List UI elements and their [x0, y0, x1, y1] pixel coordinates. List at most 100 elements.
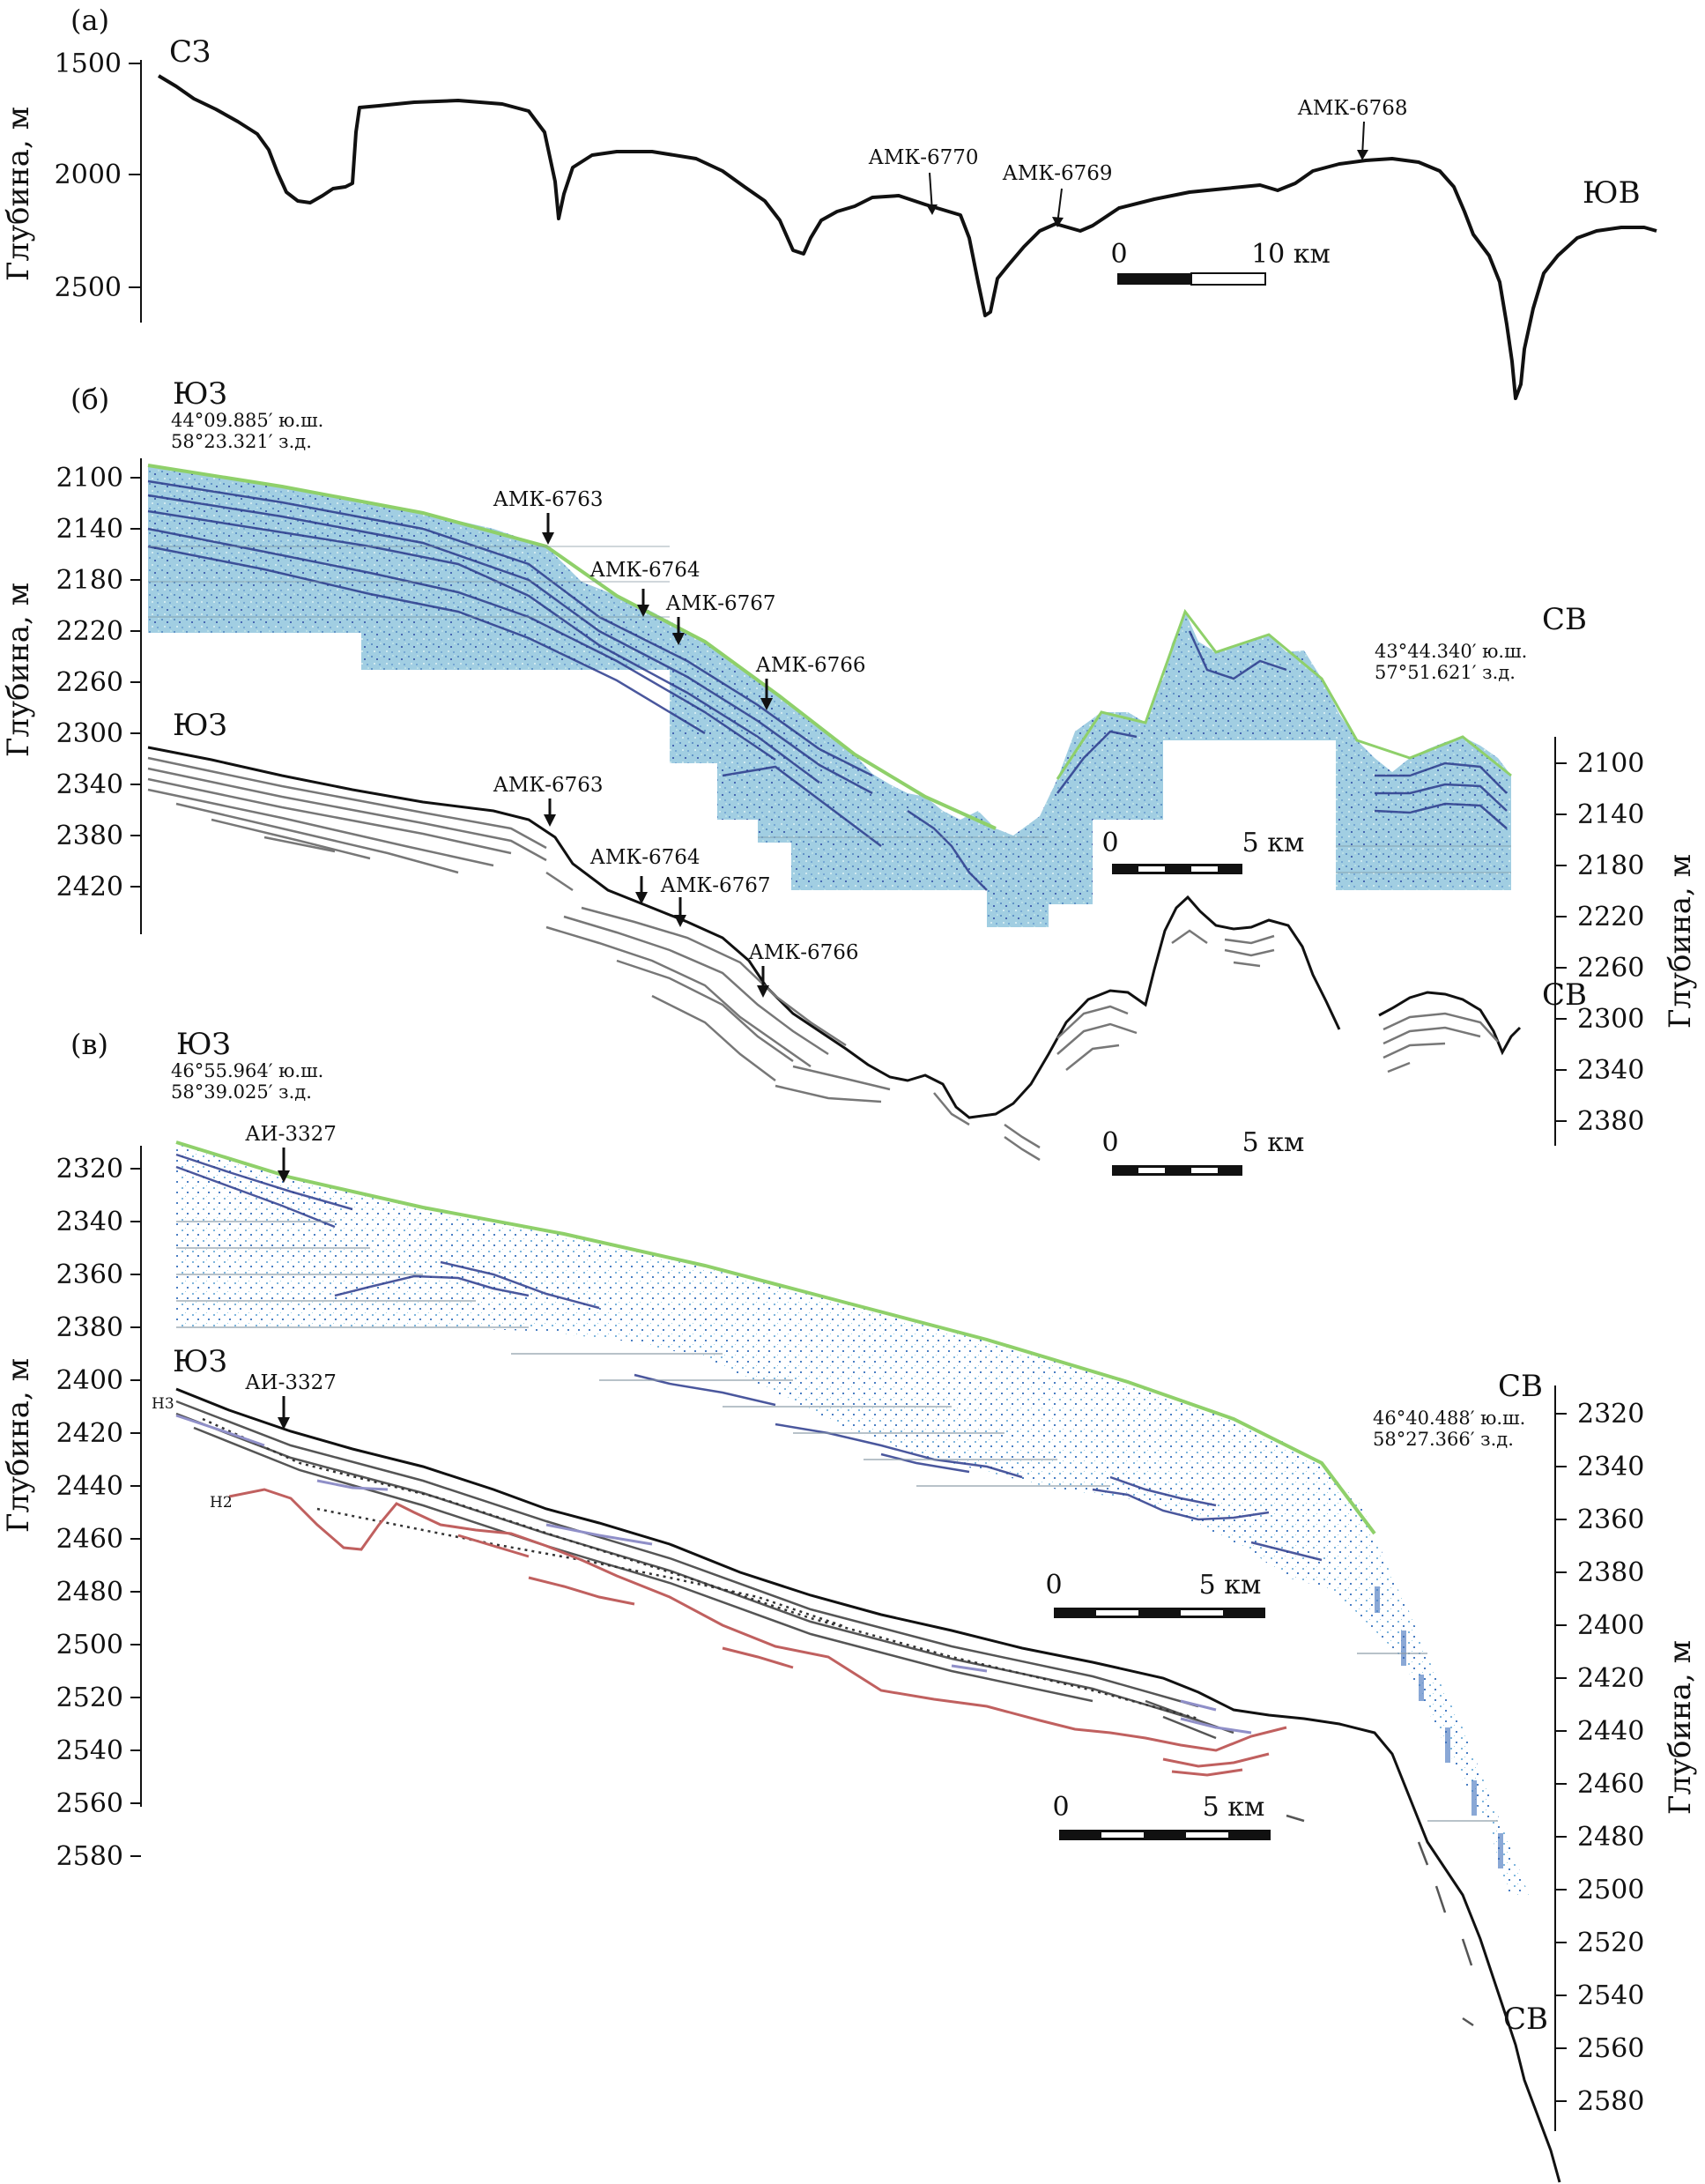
panel-a-dir-right: ЮВ	[1583, 175, 1641, 211]
panel-b-scale-top-start: 0	[1101, 828, 1118, 858]
panel-b-right-ticklabel-4: 2260	[1577, 953, 1644, 984]
panel-c-right-ticklabel-9: 2500	[1577, 1875, 1644, 1905]
panel-b-dir-top-right: СВ	[1542, 602, 1587, 637]
panel-b-station-6767-bottom: АМК-6767	[660, 874, 770, 897]
panel-c-dir-bottom-left: ЮЗ	[173, 1344, 227, 1379]
panel-c-scale-bar-bottom: 0 5 км	[1052, 1792, 1271, 1840]
panel-b-dir-bottom-left: ЮЗ	[173, 708, 227, 743]
panel-c-left-ticklabel-5: 2420	[56, 1418, 123, 1449]
panel-b-right-ticklabel-3: 2220	[1577, 902, 1644, 932]
panel-c-coord-right-lat: 46°40.488′ ю.ш.	[1373, 1408, 1525, 1429]
panel-b-scale-bottom-start: 0	[1101, 1127, 1118, 1158]
panel-c-letter: (в)	[70, 1028, 108, 1061]
panel-c: (в) ЮЗ 46°55.964′ ю.ш. 58°39.025′ з.д. Г…	[1, 1027, 1698, 2183]
panel-b-scale-top-end: 5 км	[1242, 828, 1305, 858]
panel-c-right-ticklabel-8: 2480	[1577, 1822, 1644, 1853]
panel-c-right-ticklabel-0: 2320	[1577, 1399, 1644, 1430]
panel-c-left-ticklabel-6: 2440	[56, 1471, 123, 1502]
panel-c-left-ticklabel-4: 2400	[56, 1365, 123, 1396]
station-label-amk-6769: АМК-6769	[1002, 162, 1112, 185]
station-label-amk-6770: АМК-6770	[868, 146, 978, 169]
panel-c-scale-top-start: 0	[1045, 1570, 1062, 1601]
panel-b-station-6763-bottom: АМК-6763	[493, 774, 603, 797]
panel-c-coord-left-lat: 46°55.964′ ю.ш.	[171, 1060, 323, 1081]
panel-c-coord-right-lon: 58°27.366′ з.д.	[1373, 1429, 1514, 1450]
panel-c-h3-horizon	[175, 1414, 1252, 1735]
panel-b-seafloor-green-1	[147, 464, 997, 830]
panel-b-right-ticklabel-7: 2380	[1577, 1106, 1644, 1137]
panel-c-right-ticklabel-5: 2420	[1577, 1663, 1644, 1694]
panel-c-right-ticklabel-10: 2520	[1577, 1928, 1644, 1958]
panel-c-right-ticklabel-3: 2380	[1577, 1557, 1644, 1588]
station-arrowhead-amk-6770	[926, 204, 938, 215]
panel-c-right-ticklabel-11: 2540	[1577, 1980, 1644, 2011]
panel-c-ylabel-left: Глубина, м	[1, 1358, 36, 1533]
panel-c-reflectors	[175, 1153, 1323, 1562]
panel-c-right-ticks	[1555, 1413, 1567, 2102]
panel-b-station-6766-bottom: АМК-6766	[748, 941, 858, 964]
panel-a-ticklabel-2000: 2000	[55, 160, 122, 190]
panel-b-right-ticklabel-1: 2140	[1577, 799, 1644, 830]
panel-a-dir-left: СЗ	[169, 34, 211, 70]
panel-b-interp-seafloor	[147, 746, 1341, 1119]
panel-c-right-ticklabel-7: 2460	[1577, 1769, 1644, 1800]
panel-c-right-ticklabel-12: 2560	[1577, 2033, 1644, 2064]
panel-b-seismic-section	[147, 464, 1512, 927]
panel-c-station-top-label: АИ-3327	[245, 1123, 337, 1146]
panel-b-left-ticklabel-6: 2340	[56, 769, 123, 800]
panel-c-left-ticklabel-13: 2580	[56, 1841, 123, 1872]
panel-c-steep-slope-scatter	[1375, 1586, 1503, 1868]
panel-c-scale-bottom-start: 0	[1052, 1792, 1069, 1823]
panel-b-interp-stations: АМК-6763 АМК-6764 АМК-6767 АМК-6766	[493, 774, 859, 998]
panel-b-left-ticklabel-8: 2420	[56, 872, 123, 903]
panel-c-seismic-gridlines	[176, 1221, 1498, 1822]
panel-c-station-bottom-arrow	[278, 1396, 290, 1430]
panel-b-left-ticklabel-0: 2100	[56, 463, 123, 494]
panel-a-scale-black	[1117, 273, 1191, 285]
panel-b-station-6767-top: АМК-6767	[665, 592, 775, 615]
panel-c-left-ticklabel-9: 2500	[56, 1630, 123, 1660]
panel-a-ticklabel-1500: 1500	[55, 48, 122, 79]
station-arrowhead-amk-6769	[1052, 217, 1064, 227]
panel-c-left-ticklabel-8: 2480	[56, 1577, 123, 1608]
panel-c-left-ticklabel-10: 2520	[56, 1683, 123, 1713]
panel-c-seafloor-green	[175, 1140, 1376, 1535]
panel-c-dir-top-left: ЮЗ	[176, 1027, 231, 1062]
panel-c-right-ticklabel-1: 2340	[1577, 1452, 1644, 1482]
panel-c-left-ticklabel-1: 2340	[56, 1207, 123, 1237]
panel-c-seismic-fill	[176, 1142, 1529, 1895]
panel-b-interp-layers	[147, 756, 1499, 1162]
panel-b-letter: (б)	[70, 383, 109, 416]
panel-c-h2-horizon	[228, 1488, 1287, 1777]
panel-b-station-6764-bottom: АМК-6764	[589, 846, 700, 869]
panel-c-dir-top-right: СВ	[1498, 1369, 1543, 1404]
panel-b-left-ticklabel-7: 2380	[56, 821, 123, 851]
panel-b-right-ticklabel-6: 2340	[1577, 1055, 1644, 1086]
panel-b-left-ticklabel-3: 2220	[56, 616, 123, 647]
panel-a-ticklabel-2500: 2500	[55, 272, 122, 303]
panel-c-right-ticklabel-4: 2400	[1577, 1610, 1644, 1641]
panel-c-interp-seafloor	[175, 1387, 1561, 2183]
panel-c-seismic-section	[175, 1140, 1529, 1895]
panel-b-dir-bottom-right: СВ	[1542, 977, 1587, 1013]
panel-c-interpretation	[175, 1387, 1561, 2183]
panel-b-seismic-fill	[148, 465, 1511, 927]
panel-b-ylabel-right: Глубина, м	[1663, 854, 1698, 1029]
panel-b-interpretation	[147, 746, 1522, 1162]
panel-b-left-ticklabel-1: 2140	[56, 514, 123, 545]
panel-b-right-ticklabel-5: 2300	[1577, 1004, 1644, 1035]
station-arrowhead-amk-6768	[1357, 150, 1368, 160]
panel-b-right-ticklabel-2: 2180	[1577, 851, 1644, 881]
panel-a-bathymetry-profile	[157, 74, 1657, 400]
panel-c-left-ticklabel-11: 2540	[56, 1735, 123, 1766]
panel-b-scale-bar-bottom: 0 5 км	[1101, 1127, 1304, 1176]
panel-b-dir-top-left: ЮЗ	[173, 376, 227, 412]
panel-b-seismic-gridlines	[148, 546, 1511, 873]
panel-c-coord-left-lon: 58°39.025′ з.д.	[171, 1081, 312, 1103]
panel-c-scale-bar-top: 0 5 км	[1045, 1570, 1265, 1618]
panel-c-left-ticklabel-3: 2380	[56, 1312, 123, 1343]
panel-a-ylabel: Глубина, м	[1, 107, 36, 281]
panel-b-ylabel-left: Глубина, м	[1, 583, 36, 757]
panel-a-scale-white	[1190, 272, 1266, 286]
panel-a-letter: (а)	[70, 4, 109, 37]
